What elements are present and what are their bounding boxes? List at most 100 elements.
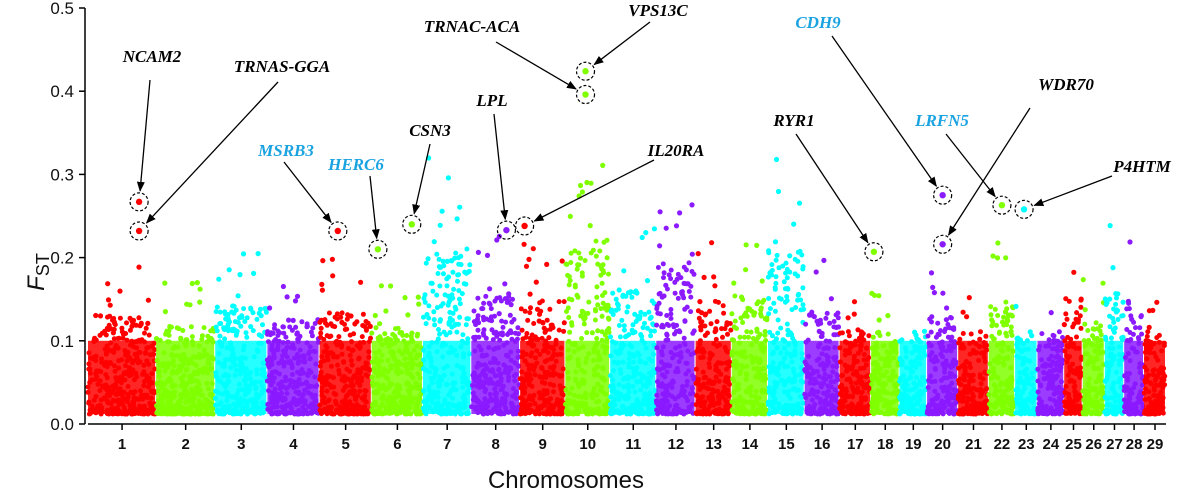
snp-point (644, 278, 651, 284)
snp-point (575, 294, 581, 300)
snp-point (110, 330, 116, 336)
snp-point (660, 324, 666, 330)
snp-point (565, 305, 571, 311)
snp-point (275, 333, 281, 338)
snp-point (231, 310, 237, 316)
snp-point (280, 283, 286, 290)
snp-point (362, 324, 368, 329)
snp-point (615, 302, 621, 308)
snp-point (772, 285, 778, 291)
snp-point (746, 334, 751, 340)
snp-point (447, 309, 453, 315)
snp-point (377, 321, 383, 327)
snp-point (475, 327, 481, 333)
snp-point (621, 268, 627, 274)
snp-point (584, 179, 590, 186)
snp-point (791, 221, 797, 227)
snp-point (598, 263, 604, 269)
snp-point (668, 267, 674, 273)
snp-point (230, 303, 236, 309)
snp-point (444, 283, 450, 289)
snp-point (456, 296, 462, 302)
snp-point (701, 274, 707, 280)
snp-point (162, 280, 168, 286)
snp-point (511, 317, 517, 322)
snp-point (699, 323, 705, 329)
snp-point (739, 294, 744, 300)
snp-point (299, 319, 305, 325)
snp-point (491, 330, 497, 336)
snp-point (773, 280, 779, 286)
snp-point (940, 290, 946, 296)
snp-point (821, 257, 827, 263)
snp-point (935, 320, 941, 326)
chromosome-7-points (420, 155, 473, 417)
snp-point (360, 311, 366, 317)
snp-point (372, 312, 378, 319)
snp-point (497, 331, 503, 337)
snp-point (561, 299, 567, 305)
chromosome-band (656, 340, 695, 414)
snp-point (489, 318, 495, 324)
snp-point (359, 334, 365, 340)
snp-point (968, 331, 974, 337)
snp-point (633, 319, 639, 324)
snp-point (526, 256, 532, 262)
snp-point (123, 331, 129, 336)
snp-point (272, 322, 278, 328)
chromosome-2-points (153, 280, 217, 417)
snp-point (772, 308, 778, 314)
chromosome-5-points (317, 256, 373, 417)
snp-point (784, 294, 790, 300)
snp-point (363, 327, 369, 333)
snp-point (782, 299, 788, 305)
snp-point (537, 300, 543, 306)
snp-point (800, 285, 806, 291)
snp-point (456, 261, 462, 267)
snp-point (429, 280, 435, 286)
snp-point (463, 281, 469, 287)
snp-point (593, 253, 599, 259)
snp-point (711, 274, 717, 280)
snp-point (522, 308, 528, 314)
snp-point (624, 333, 630, 339)
snp-point (481, 327, 487, 333)
chromosome-11-points (607, 226, 658, 417)
snp-point (222, 336, 228, 342)
snp-point (603, 303, 609, 308)
snp-point (769, 262, 775, 268)
snp-point (720, 303, 726, 309)
snp-point (566, 274, 572, 280)
snp-point (682, 318, 688, 324)
snp-point (145, 320, 151, 326)
snp-point (431, 317, 437, 323)
snp-point (465, 316, 471, 322)
snp-point (117, 288, 123, 294)
snp-point (773, 274, 779, 280)
snp-point (668, 307, 674, 312)
snp-point (663, 282, 669, 288)
snp-point (766, 248, 772, 254)
chromosome-band (565, 340, 610, 414)
snp-point (695, 251, 701, 257)
chromosome-band (88, 340, 156, 414)
snp-point (97, 332, 103, 338)
snp-point (237, 272, 243, 278)
snp-point (668, 276, 674, 282)
snp-point (546, 335, 552, 341)
snp-point (318, 330, 324, 336)
snp-point (784, 275, 790, 281)
snp-point (876, 293, 882, 299)
snp-point (533, 279, 539, 285)
chromosome-band (156, 340, 215, 414)
snp-point (146, 332, 152, 338)
snp-point (258, 313, 264, 319)
snp-point (232, 319, 238, 325)
snp-point (642, 320, 647, 326)
chromosome-20-points (924, 270, 960, 417)
snp-point (460, 332, 466, 338)
snp-point (875, 330, 880, 336)
chromosome-15-points (765, 156, 807, 417)
snp-point (189, 334, 195, 340)
snp-point (449, 258, 455, 264)
